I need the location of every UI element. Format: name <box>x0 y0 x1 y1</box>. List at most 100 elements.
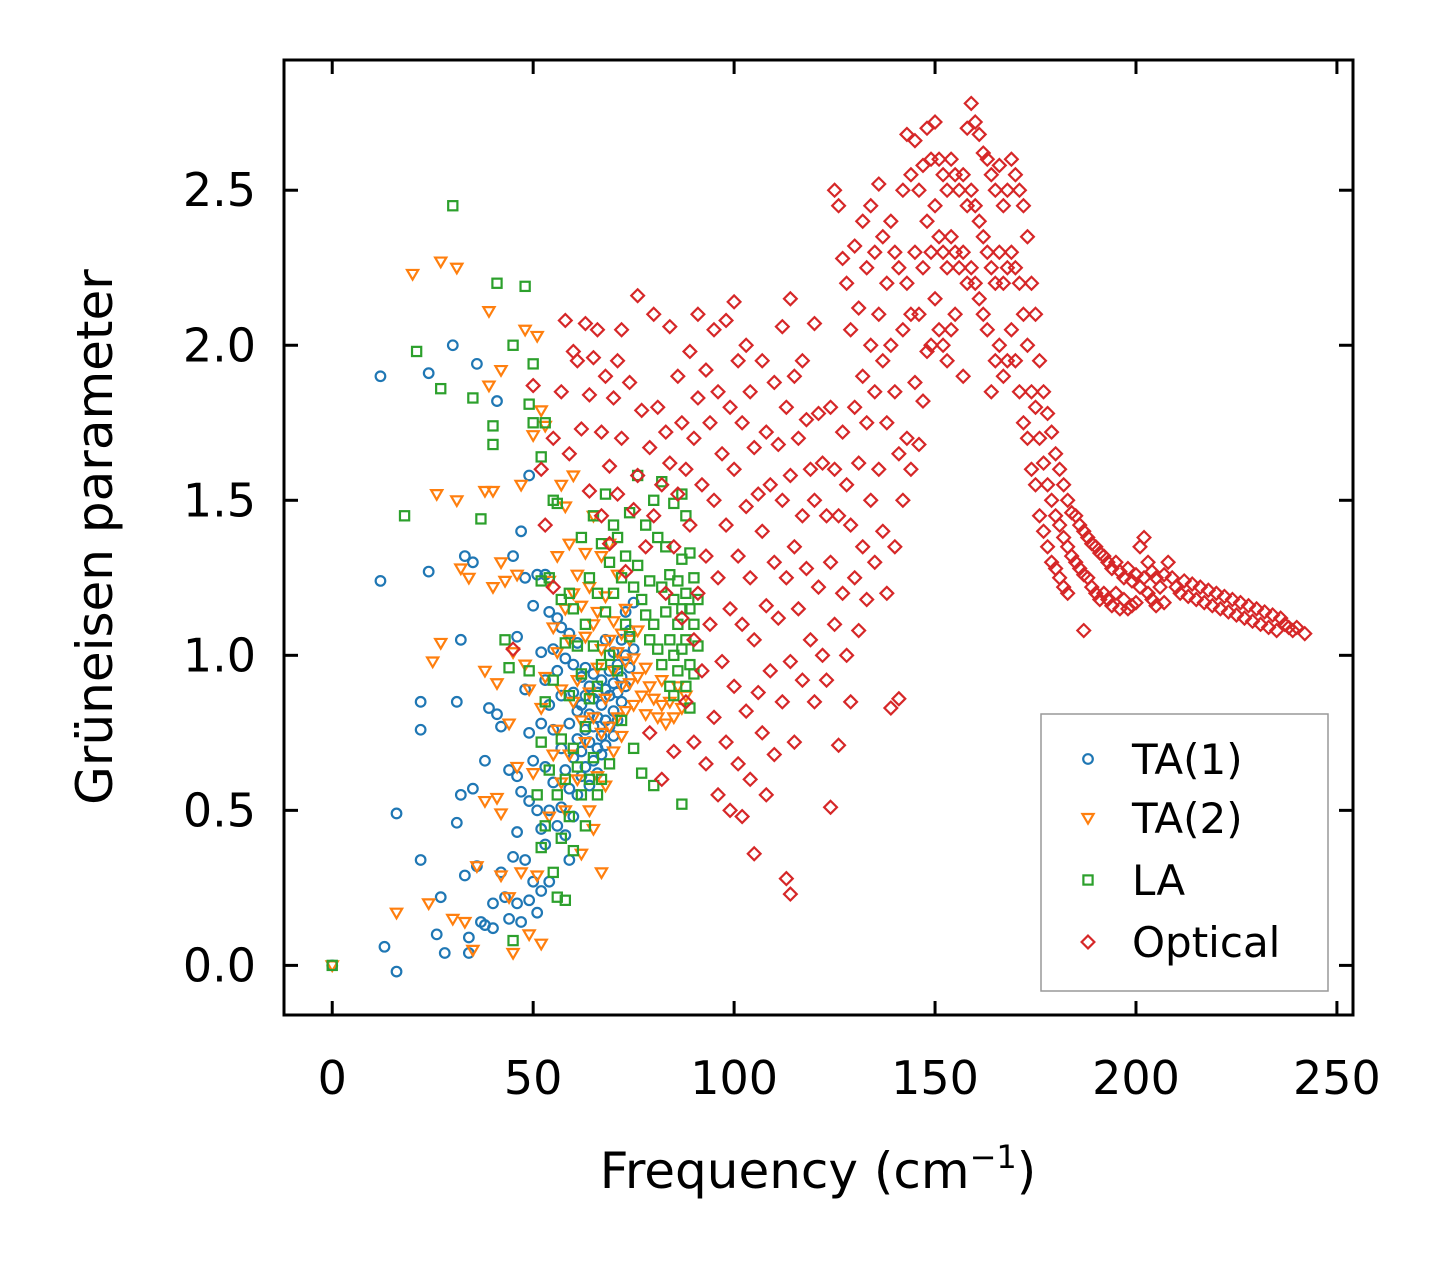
la-point <box>587 640 600 652</box>
ta-2-point <box>477 485 493 499</box>
optical-point <box>778 569 795 586</box>
optical-point <box>830 737 847 754</box>
optical-point <box>665 743 682 760</box>
optical-point <box>750 684 767 701</box>
optical-point <box>806 693 823 710</box>
optical-point <box>629 467 646 484</box>
la-point <box>535 575 547 587</box>
y-tick-label: 1.0 <box>183 628 256 682</box>
ta-2-point <box>654 699 670 713</box>
la-point <box>547 674 559 686</box>
la-point <box>668 497 680 510</box>
ta-2-point <box>614 730 630 744</box>
ta-2-point <box>449 262 465 276</box>
la-point <box>603 556 616 569</box>
ta-2-point <box>549 647 565 661</box>
optical-point <box>1023 383 1040 400</box>
la-point <box>672 665 684 677</box>
ta-2-point <box>477 795 493 809</box>
ta-1-point <box>378 940 391 953</box>
optical-point <box>1051 461 1068 478</box>
la-point <box>607 587 620 600</box>
optical-point <box>702 616 718 633</box>
la-point <box>519 280 531 293</box>
optical-point <box>927 197 944 214</box>
ta-1-point <box>563 627 576 640</box>
optical-point <box>915 393 931 410</box>
la-point <box>631 469 644 482</box>
la-point <box>656 658 668 671</box>
optical-point <box>1184 576 1201 592</box>
optical-point <box>975 306 992 323</box>
la-point <box>567 603 580 615</box>
optical-point <box>890 690 907 707</box>
legend-marker-ta-2 <box>1080 812 1096 826</box>
optical-point <box>1051 517 1068 534</box>
ta-1-point <box>539 674 552 687</box>
optical-point <box>734 808 751 825</box>
optical-point <box>1220 603 1237 620</box>
la-point <box>571 761 584 773</box>
ta-1-point <box>619 606 632 618</box>
ta-1-point <box>595 730 608 742</box>
optical-point <box>1128 594 1144 611</box>
optical-point <box>585 349 602 366</box>
ta-2-point <box>602 721 618 735</box>
ta-2-point <box>489 792 505 806</box>
la-point <box>539 820 551 832</box>
ta-2-point <box>561 538 577 552</box>
optical-point <box>826 461 843 478</box>
optical-point <box>734 616 751 633</box>
ta-2-point <box>465 944 481 958</box>
ta-2-point <box>642 681 658 695</box>
optical-point <box>621 374 638 391</box>
legend: TA(1) TA(2) LA Optical <box>1040 713 1329 992</box>
ta-1-point <box>511 897 523 910</box>
optical-point <box>806 315 823 332</box>
optical-point <box>533 461 550 478</box>
la-point <box>664 634 676 646</box>
optical-point <box>1071 517 1088 534</box>
optical-point <box>1140 585 1156 602</box>
ta-2-point <box>445 913 461 927</box>
ta-1-point <box>515 785 528 798</box>
optical-point <box>794 507 811 524</box>
optical-point <box>601 458 618 475</box>
optical-point <box>866 554 883 571</box>
optical-point <box>830 507 847 524</box>
ta-1-point <box>551 819 564 832</box>
la-point <box>410 345 423 358</box>
optical-point <box>1128 566 1144 583</box>
la-point <box>591 680 604 693</box>
ta-2-point <box>493 808 509 822</box>
optical-point <box>898 275 915 292</box>
optical-point <box>782 653 799 670</box>
optical-point <box>573 421 590 437</box>
optical-point <box>999 182 1016 199</box>
optical-point <box>814 647 831 664</box>
optical-point <box>1003 151 1020 168</box>
optical-point <box>842 321 859 338</box>
optical-point <box>963 259 980 276</box>
optical-point <box>774 693 791 710</box>
la-point <box>579 720 592 733</box>
ta-2-point <box>493 364 509 378</box>
optical-point <box>698 548 714 565</box>
legend-label-ta-1: TA(1) <box>1131 735 1243 784</box>
optical-point <box>1124 572 1140 589</box>
la-point <box>615 714 628 727</box>
optical-point <box>987 275 1004 292</box>
optical-point <box>935 337 952 354</box>
ta-1-point <box>543 804 556 817</box>
la-point <box>644 634 656 646</box>
ta-2-point <box>585 712 601 726</box>
ta-2-point <box>449 495 465 509</box>
ta-2-point <box>513 867 529 881</box>
ta-2-point <box>650 712 666 726</box>
optical-point <box>927 114 944 130</box>
optical-point <box>991 244 1008 261</box>
optical-point <box>1176 572 1193 589</box>
ta-1-point <box>523 894 536 907</box>
legend-marker-la <box>1082 874 1094 886</box>
optical-point <box>689 585 706 602</box>
